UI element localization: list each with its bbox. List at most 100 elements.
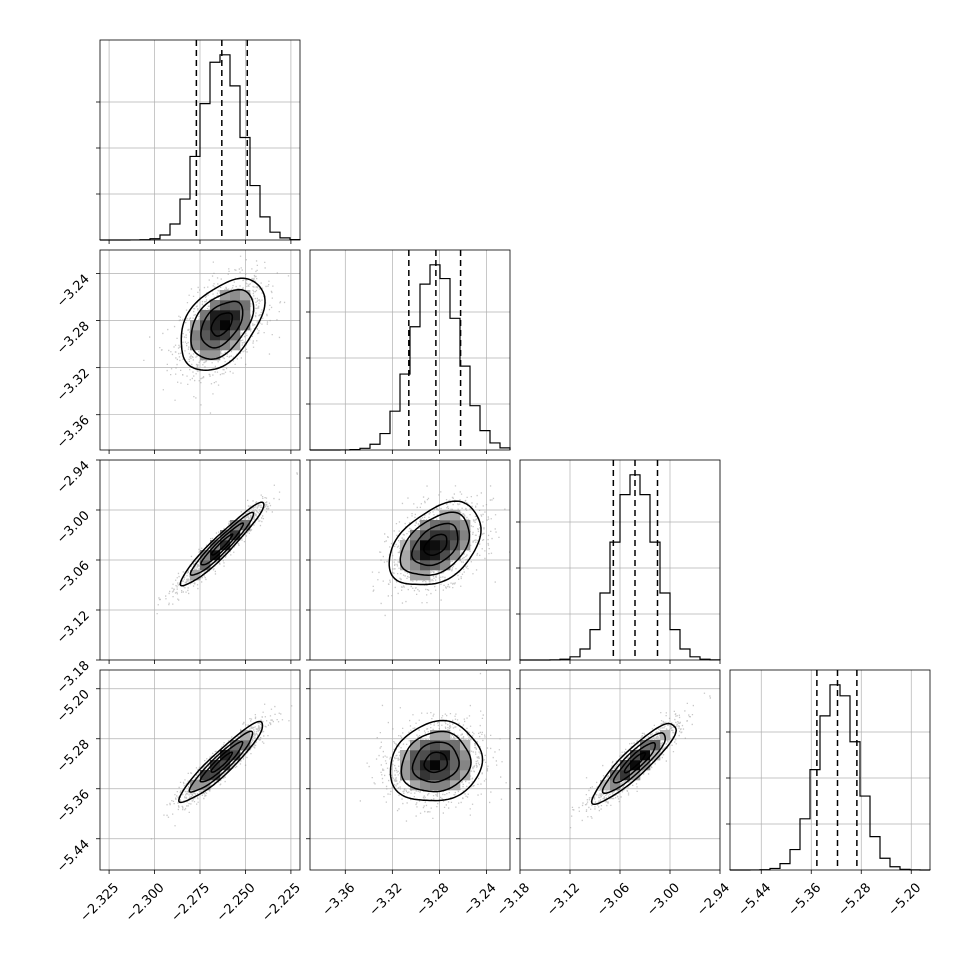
- density-cell: [220, 290, 231, 301]
- y-tick-label: −3.18: [54, 658, 93, 697]
- contour-2: [400, 730, 472, 793]
- contour-0: [210, 533, 234, 556]
- density-cell: [230, 520, 241, 531]
- x-tick-label: −3.00: [644, 880, 683, 919]
- density-cell: [640, 740, 651, 751]
- density-cell: [240, 730, 251, 741]
- density-cell: [200, 320, 211, 331]
- y-tick-label: −5.44: [54, 837, 93, 876]
- density-cell: [220, 340, 231, 351]
- histogram-panel-2: [516, 459, 721, 664]
- density-cell: [450, 760, 461, 771]
- density-cell: [460, 520, 471, 531]
- density-cell: [450, 530, 461, 541]
- density-cell: [450, 510, 461, 521]
- y-tick-label: −3.12: [54, 608, 93, 647]
- density-cell: [200, 350, 211, 361]
- density-cell: [410, 780, 421, 791]
- x-tick-label: −3.24: [461, 880, 500, 919]
- scatter-panel-1-0: [96, 249, 301, 454]
- contour-3: [179, 501, 265, 587]
- density-cell: [240, 520, 251, 531]
- density-cell: [440, 760, 451, 771]
- density-cell: [410, 740, 421, 751]
- density-cell: [420, 550, 431, 561]
- density-cell: [440, 510, 451, 521]
- density-cell: [420, 760, 431, 771]
- density-cell: [460, 530, 471, 541]
- density-cell: [460, 760, 471, 771]
- sample-points: [150, 703, 293, 840]
- contour-2: [188, 730, 254, 793]
- density-cell: [420, 780, 431, 791]
- density-cell: [420, 770, 431, 781]
- y-tick-label: −5.36: [54, 787, 93, 826]
- x-tick-label: −5.20: [886, 880, 925, 919]
- density-cell: [630, 750, 641, 761]
- density-cell: [220, 330, 231, 341]
- x-tick-label: −2.275: [168, 880, 213, 925]
- density-cell: [230, 320, 241, 331]
- density-cell: [220, 310, 231, 321]
- contour-0: [210, 751, 234, 774]
- y-tick-label: −3.06: [54, 558, 93, 597]
- y-tick-label: −3.00: [54, 508, 93, 547]
- x-tick-label: −3.18: [494, 880, 533, 919]
- density-cell: [410, 560, 421, 571]
- density-cell: [610, 780, 621, 791]
- scatter-panel-2-0: [96, 459, 301, 664]
- density-cell: [240, 320, 251, 331]
- density-cell: [430, 740, 441, 751]
- density-cell: [200, 340, 211, 351]
- density-cell: [220, 320, 231, 331]
- density-cell: [400, 550, 411, 561]
- density-cell: [610, 770, 621, 781]
- density-cell: [440, 780, 451, 791]
- x-tick-label: −5.44: [736, 880, 775, 919]
- histogram-panel-1: [306, 249, 511, 454]
- density-cell: [440, 540, 451, 551]
- contour-0: [210, 312, 234, 337]
- contour-1: [200, 300, 244, 349]
- x-tick-label: −3.28: [414, 880, 453, 919]
- contour-3: [590, 722, 677, 806]
- density-cell: [410, 570, 421, 581]
- histogram-step-1: [310, 264, 511, 451]
- panel-frame: [729, 669, 931, 871]
- density-cell: [190, 330, 201, 341]
- contour-3: [389, 719, 484, 802]
- density-cell: [430, 730, 441, 741]
- panel-frame: [309, 249, 511, 451]
- density-cell: [450, 750, 461, 761]
- y-tick-label: −3.28: [54, 319, 93, 358]
- density-cell: [430, 750, 441, 761]
- density-cell: [220, 300, 231, 311]
- scatter-panel-3-0: [96, 669, 301, 874]
- scatter-panel-3-2: [516, 669, 721, 874]
- density-cell: [420, 750, 431, 761]
- contour-0: [423, 533, 448, 557]
- density-cell: [410, 750, 421, 761]
- density-cell: [410, 550, 421, 561]
- density-cell: [420, 520, 431, 531]
- density-cell: [230, 530, 241, 541]
- contour-0: [623, 751, 647, 774]
- x-tick-label: −3.36: [320, 880, 359, 919]
- density-cell: [630, 760, 641, 771]
- contour-2: [399, 511, 471, 576]
- density-cell: [240, 300, 251, 311]
- density-cell: [440, 550, 451, 561]
- sample-points: [143, 255, 290, 414]
- density-cell: [210, 320, 221, 331]
- density-cell: [230, 300, 241, 311]
- scatter-panel-3-1: [306, 669, 511, 874]
- density-cell: [230, 290, 241, 301]
- density-cell: [620, 760, 631, 771]
- density-cell: [210, 350, 221, 361]
- contour-3: [388, 500, 482, 586]
- density-cell: [200, 330, 211, 341]
- contour-1: [200, 522, 245, 566]
- density-cell: [200, 770, 211, 781]
- density-cell: [440, 730, 451, 741]
